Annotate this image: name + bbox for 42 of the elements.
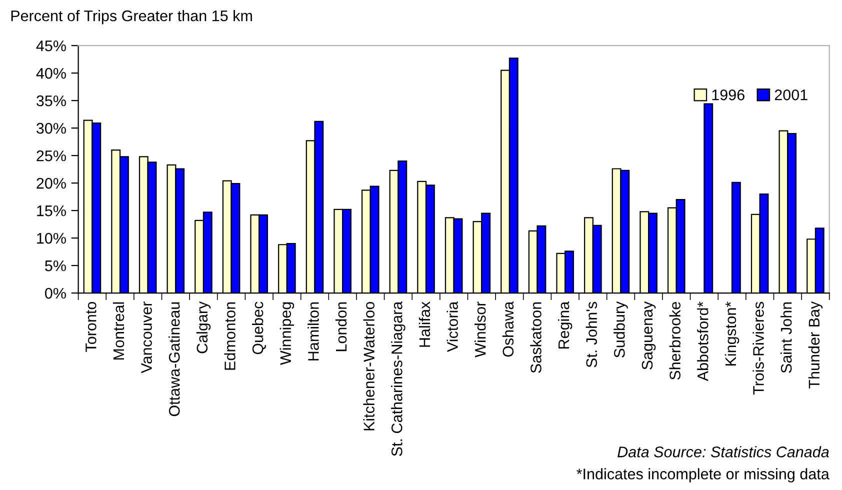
y-tick-label: 25% — [36, 150, 66, 162]
x-tick-label: Halifax — [418, 302, 430, 347]
legend-label: 2001 — [774, 90, 808, 100]
y-tick-label: 10% — [37, 232, 66, 244]
x-tick-label: Toronto — [86, 302, 96, 352]
x-tick-label: Sudbury — [614, 301, 628, 358]
x-tick-label: Trois-Rivieres — [752, 302, 764, 395]
y-tick-label: 20% — [36, 178, 66, 189]
x-tick-label: Hamilton — [308, 302, 319, 360]
y-tick-label: 45% — [36, 40, 66, 52]
y-tick-label: 5% — [45, 260, 66, 272]
source-note: Data Source: Statistics Canada — [618, 446, 829, 458]
x-tick-label: Oshawa — [502, 301, 514, 357]
y-tick-label: 0% — [45, 288, 66, 299]
x-tick-label: Sherbrooke — [669, 302, 680, 380]
x-tick-label: Thunder Bay — [808, 301, 823, 388]
x-tick-label: Quebec — [252, 302, 266, 354]
x-tick-label: Saskatoon — [530, 302, 542, 373]
x-tick-label: Vancouver — [141, 302, 152, 374]
y-tick-label: 30% — [36, 122, 66, 134]
y-tick-label: 15% — [37, 205, 66, 216]
x-tick-label: Kingston* — [724, 302, 740, 366]
x-tick-label: St. John's — [586, 302, 598, 368]
x-tick-label: Regina — [558, 301, 572, 349]
x-tick-label: London — [335, 302, 347, 352]
x-tick-label: Victoria — [446, 301, 458, 352]
x-tick-label: Saguenay — [642, 301, 656, 370]
x-tick-label: Edmonton — [224, 302, 236, 370]
x-tick-label: Windsor — [474, 302, 486, 358]
y-tick-label: 35% — [36, 95, 66, 106]
x-tick-label: Abbotsford* — [697, 302, 708, 382]
x-tick-label: Kitchener-Waterloo — [363, 302, 374, 430]
x-tick-label: Montreal — [112, 302, 124, 360]
x-tick-label: St. Catharines-Niagara — [391, 301, 406, 456]
chart-title: Percent of Trips Greater than 15 km — [11, 10, 252, 24]
x-tick-label: Winnipeg — [280, 302, 294, 365]
x-tick-label: Ottawa-Gatineau — [168, 302, 180, 416]
legend-label: 1996 — [712, 90, 744, 100]
y-tick-label: 40% — [36, 68, 66, 79]
x-tick-label: Calgary — [196, 301, 211, 354]
x-tick-label: Saint John — [780, 302, 792, 373]
text: *Indicates incomplete or missing data — [576, 468, 830, 482]
